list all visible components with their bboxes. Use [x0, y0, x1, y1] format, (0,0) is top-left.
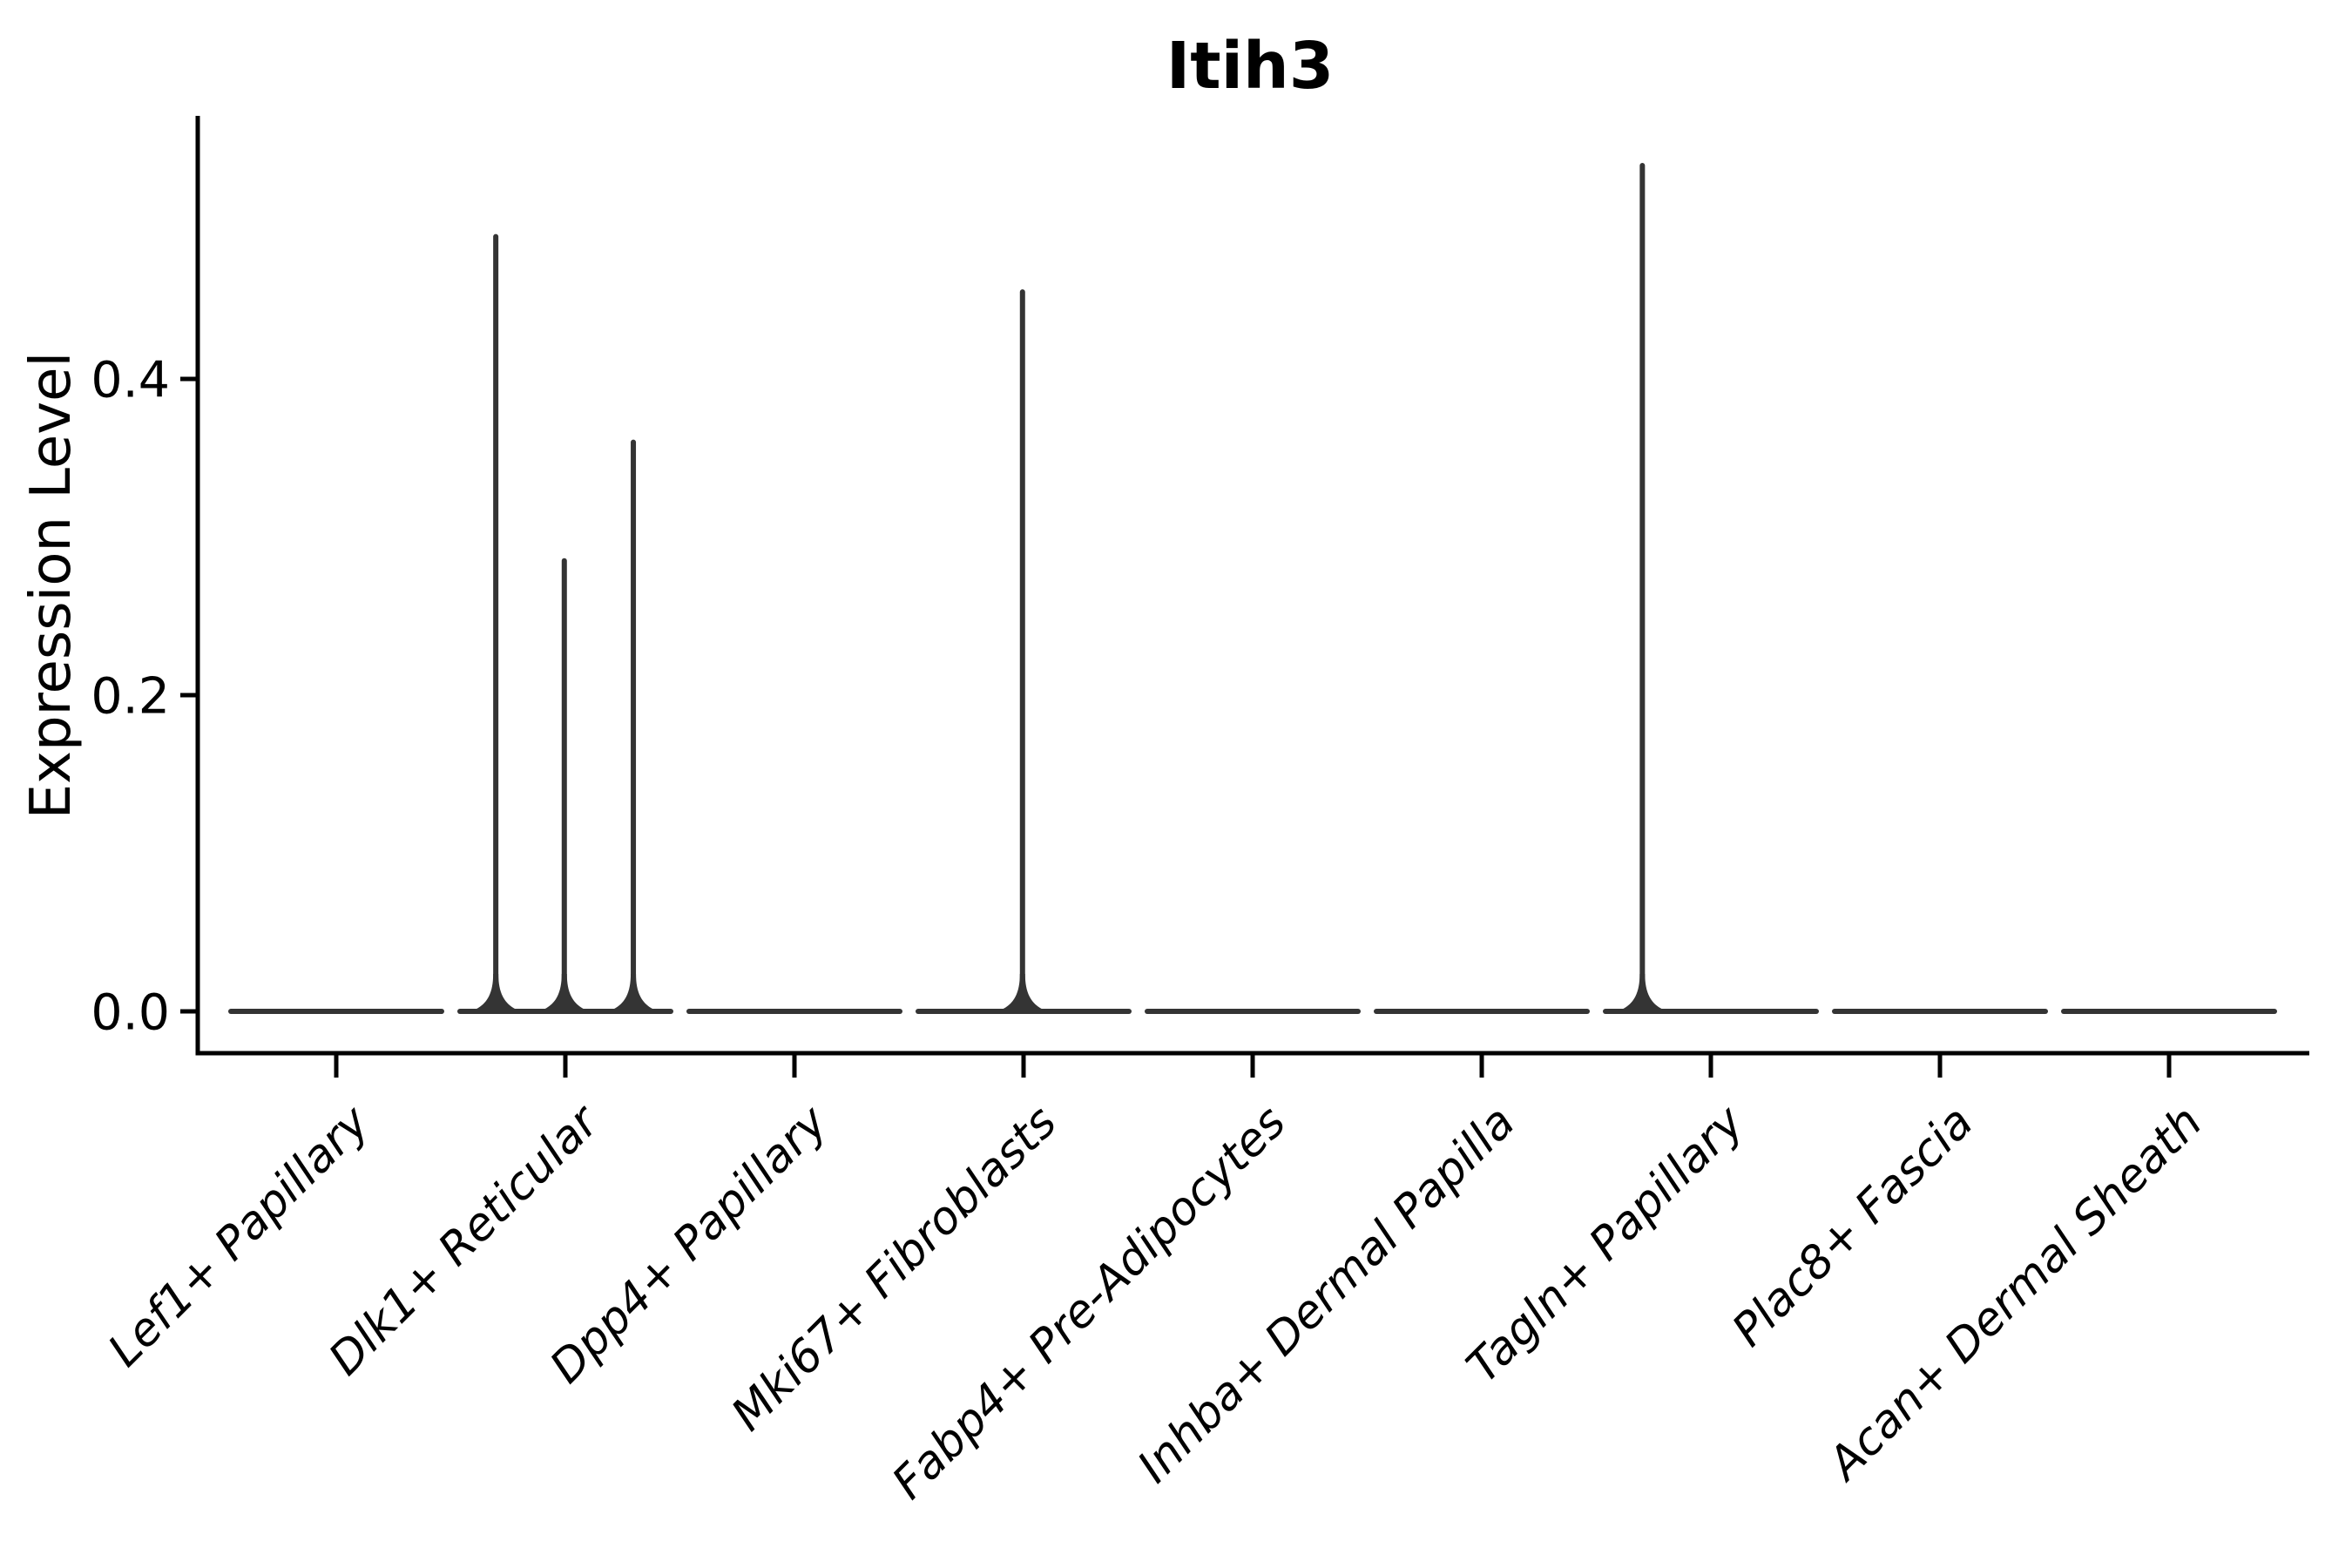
violins-layer — [228, 162, 2277, 1014]
x-tick-label: Inhba+ Dermal Papilla — [1128, 1096, 1525, 1493]
y-axis-ticks: 0.0 0.2 0.4 — [91, 352, 198, 1042]
violin-spike-flare — [527, 974, 601, 1014]
chart-title: Itih3 — [1166, 29, 1334, 104]
y-tick-label: 0.4 — [91, 352, 170, 409]
x-tick-label: Acan+ Dermal Sheath — [1817, 1096, 2213, 1491]
violin-spike-flare — [1605, 974, 1680, 1014]
y-tick-label: 0.2 — [91, 668, 170, 726]
violin-spike-flare — [597, 974, 671, 1014]
violin-spike-flare — [459, 974, 533, 1014]
y-tick-label: 0.0 — [91, 984, 170, 1042]
x-tick-label: Fabp4+ Pre-Adipocytes — [882, 1096, 1296, 1510]
y-axis-label: Expression Level — [19, 352, 84, 820]
violin-spike-flare — [985, 974, 1059, 1014]
x-tick-label: Plac8+ Fascia — [1722, 1096, 1983, 1356]
